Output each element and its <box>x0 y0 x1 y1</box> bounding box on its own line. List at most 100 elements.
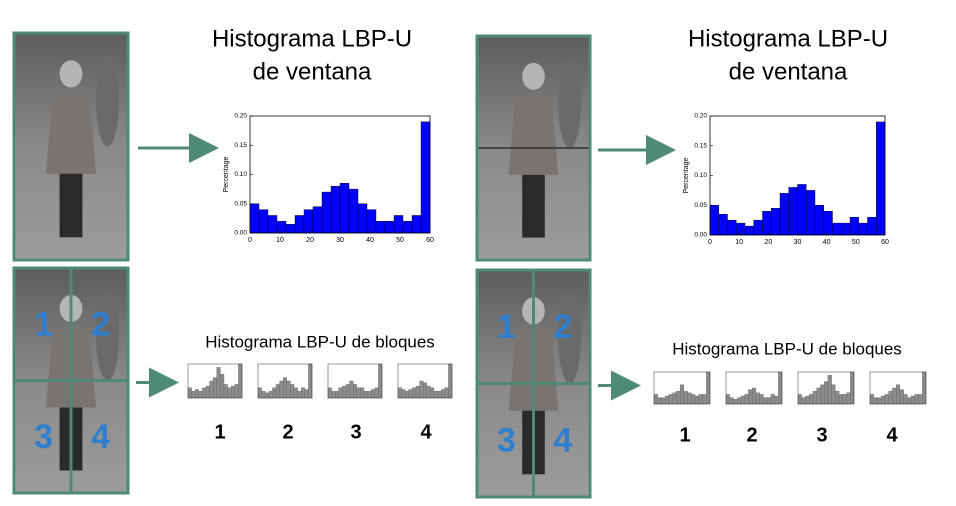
x-tick-label: 60 <box>881 239 889 246</box>
block-number: 2 <box>91 305 110 343</box>
block-histogram-bar <box>676 391 681 405</box>
histogram-bar <box>753 219 763 236</box>
histogram-bar <box>727 219 737 236</box>
photo-frame <box>12 31 130 262</box>
block-histogram-bar <box>268 391 273 399</box>
histogram-bar <box>797 184 807 236</box>
person-head <box>59 60 83 88</box>
block-histogram-bar <box>360 387 365 399</box>
background-person <box>96 290 119 381</box>
histogram-bar <box>744 225 754 236</box>
block-histogram-bar <box>895 384 901 405</box>
block-histogram-bar <box>275 384 280 399</box>
block-histogram-bar <box>694 395 699 405</box>
block-number: 2 <box>553 308 572 346</box>
block-histogram-bar <box>672 392 677 405</box>
block-histogram-bar <box>231 385 235 399</box>
block-histogram-bar <box>725 394 730 405</box>
block-histogram-bar <box>877 397 882 405</box>
block-histogram-bar <box>733 399 738 405</box>
y-tick-label: 0.15 <box>694 142 707 149</box>
block-histogram-bar <box>356 387 361 399</box>
histogram-bar <box>249 203 260 234</box>
y-axis-label: Percentage <box>223 156 230 192</box>
block-histogram-bar <box>405 391 409 399</box>
histogram-bar <box>339 183 350 234</box>
block-histogram-bar <box>412 387 417 399</box>
block-histogram-bar <box>740 395 745 405</box>
block-histogram-bar <box>304 389 309 399</box>
x-tick-label: 40 <box>823 239 831 246</box>
block-caption: 3 <box>350 421 361 443</box>
block-histogram-bar <box>737 397 742 405</box>
histogram-bar <box>375 221 386 234</box>
block-histogram-bar <box>892 387 897 405</box>
histogram-bar <box>366 209 377 234</box>
block-number: 3 <box>497 422 516 460</box>
x-tick-label: 30 <box>336 237 344 244</box>
block-histogram-bar <box>910 395 915 405</box>
histogram-bar <box>384 221 395 234</box>
block-number: 4 <box>91 418 110 456</box>
block-plot-frame <box>725 371 783 405</box>
y-tick-label: 0.20 <box>234 113 247 120</box>
histogram-bar <box>779 193 789 236</box>
window-title: Histograma LBP-U <box>212 25 412 52</box>
histogram-bar <box>321 191 332 234</box>
x-tick-label: 10 <box>735 239 743 246</box>
block-histogram-bar <box>265 392 269 399</box>
y-tick-label: 0.20 <box>694 113 707 120</box>
window-title: de ventana <box>729 58 848 85</box>
histogram-bar <box>285 224 296 234</box>
block-histogram-bar <box>881 395 886 405</box>
block-histogram-bar <box>759 394 764 405</box>
block-histogram-bar <box>349 380 354 399</box>
block-histogram-bar <box>195 389 199 399</box>
block-histogram-bar <box>698 394 703 405</box>
histogram-bar <box>814 205 824 236</box>
block-histogram-bar <box>430 387 435 399</box>
y-tick-label: 0.10 <box>694 172 707 179</box>
block-caption: 4 <box>886 424 898 446</box>
block-histogram-bar <box>198 391 203 399</box>
x-tick-label: 60 <box>426 237 434 244</box>
block-histogram-bar <box>907 397 912 405</box>
block-histogram-bar <box>257 387 262 399</box>
block-histogram-bar <box>338 387 343 399</box>
block-caption: 3 <box>816 424 827 446</box>
block-histogram-bar <box>371 389 375 399</box>
histogram-bar <box>867 216 877 236</box>
block-histogram-bar <box>308 363 313 399</box>
histogram-bar <box>823 210 833 236</box>
person-legs <box>522 174 545 238</box>
block-histogram-bar <box>679 384 685 405</box>
x-tick-label: 20 <box>306 237 314 244</box>
x-tick-label: 30 <box>794 239 802 246</box>
block-histogram-bar <box>223 384 228 399</box>
block-histogram-bar <box>827 375 832 405</box>
block-histogram-bar <box>378 363 383 399</box>
block-histogram-bar <box>809 394 814 405</box>
y-tick-label: 0.10 <box>234 171 247 178</box>
block-histogram-bar <box>842 394 847 405</box>
window-title: de ventana <box>253 58 372 85</box>
block-histogram-bar <box>293 387 298 399</box>
background-person <box>558 58 581 149</box>
block-histogram-bar <box>279 380 284 399</box>
block-histogram-bar <box>331 391 336 399</box>
block-histogram-bar <box>401 389 406 399</box>
block-histogram-bar <box>869 394 874 405</box>
block-histogram-bar <box>914 394 919 405</box>
block-histogram-bar <box>691 394 696 405</box>
histogram-bar <box>411 215 422 234</box>
block-plot-frame <box>327 363 383 399</box>
histogram-bar <box>762 210 772 236</box>
block-histogram-bar <box>820 384 825 405</box>
block-histogram-bar <box>812 391 817 405</box>
histogram-bar <box>849 216 859 236</box>
block-histogram-bar <box>374 387 379 399</box>
x-tick-label: 0 <box>708 239 712 246</box>
block-histogram-bar <box>838 394 843 405</box>
block-histogram-bar <box>441 389 445 399</box>
histogram-bar <box>718 213 728 236</box>
